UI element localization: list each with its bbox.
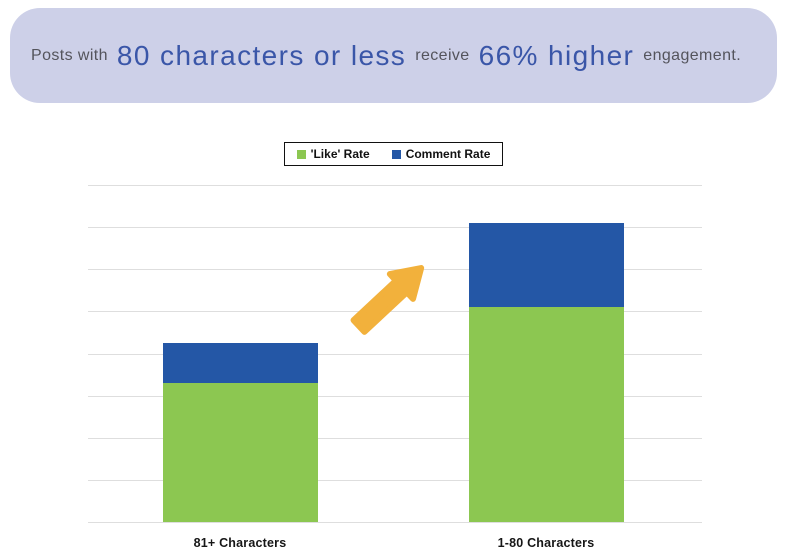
gridline	[88, 311, 702, 313]
gridline	[88, 437, 702, 439]
gridline	[88, 185, 702, 186]
gridline	[88, 353, 702, 355]
headline-text-large: 80 characters or less	[116, 39, 407, 71]
gridline	[88, 269, 702, 271]
like-rate-swatch-icon	[296, 149, 306, 159]
headline-text-small: Posts with	[31, 46, 108, 64]
segment-comment-rate-1-80-characters	[469, 222, 624, 308]
legend-item-like-rate: 'Like' Rate	[296, 147, 370, 161]
bar-1-80-characters	[469, 185, 624, 522]
gridline	[88, 395, 702, 397]
headline-text-small: receive	[415, 46, 470, 64]
legend-label: Comment Rate	[405, 147, 491, 161]
gridline	[88, 522, 702, 523]
gridline	[88, 479, 702, 481]
gridline	[88, 227, 702, 229]
x-axis-label-1-80: 1-80 Characters	[497, 536, 595, 550]
legend-label: 'Like' Rate	[310, 147, 370, 161]
segment-comment-rate-81-characters	[163, 342, 318, 383]
plot-area	[88, 185, 702, 523]
headline-text-small: engagement.	[643, 46, 742, 64]
headline-text-large: 66% higher	[478, 39, 635, 71]
headline-banner: Posts with 80 characters or less receive…	[10, 8, 777, 103]
x-axis-label-81plus: 81+ Characters	[193, 536, 287, 550]
chart-legend: 'Like' Rate Comment Rate	[283, 142, 504, 166]
segment-like-rate-1-80-characters	[469, 307, 624, 522]
legend-row: 'Like' Rate Comment Rate	[0, 142, 787, 166]
comment-rate-swatch-icon	[391, 149, 401, 159]
bar-81-characters	[163, 185, 318, 522]
growth-arrow-icon	[350, 265, 425, 335]
segment-like-rate-81-characters	[163, 383, 318, 522]
legend-item-comment-rate: Comment Rate	[391, 147, 491, 161]
